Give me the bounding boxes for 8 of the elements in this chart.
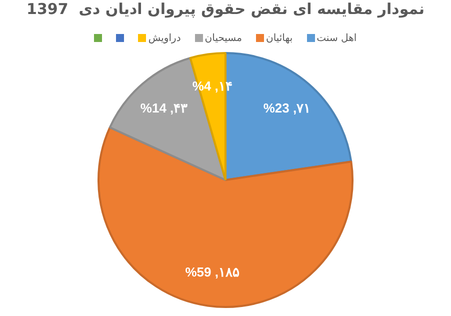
data-label: %59 ,۱۸۵ [185, 264, 240, 280]
data-label: %23 ,۷۱ [263, 100, 311, 116]
legend-label: دراویش [148, 32, 181, 44]
legend-label: مسیحیان [204, 32, 242, 44]
chart-title: نمودار مقایسه ای نقض حقوق پیروان ادیان دی 1397 [26, 0, 426, 20]
legend-label: بهائیان [266, 32, 293, 44]
data-label: %14 ,۴۳ [140, 100, 188, 116]
legend-label: اهل سنت [316, 32, 357, 44]
